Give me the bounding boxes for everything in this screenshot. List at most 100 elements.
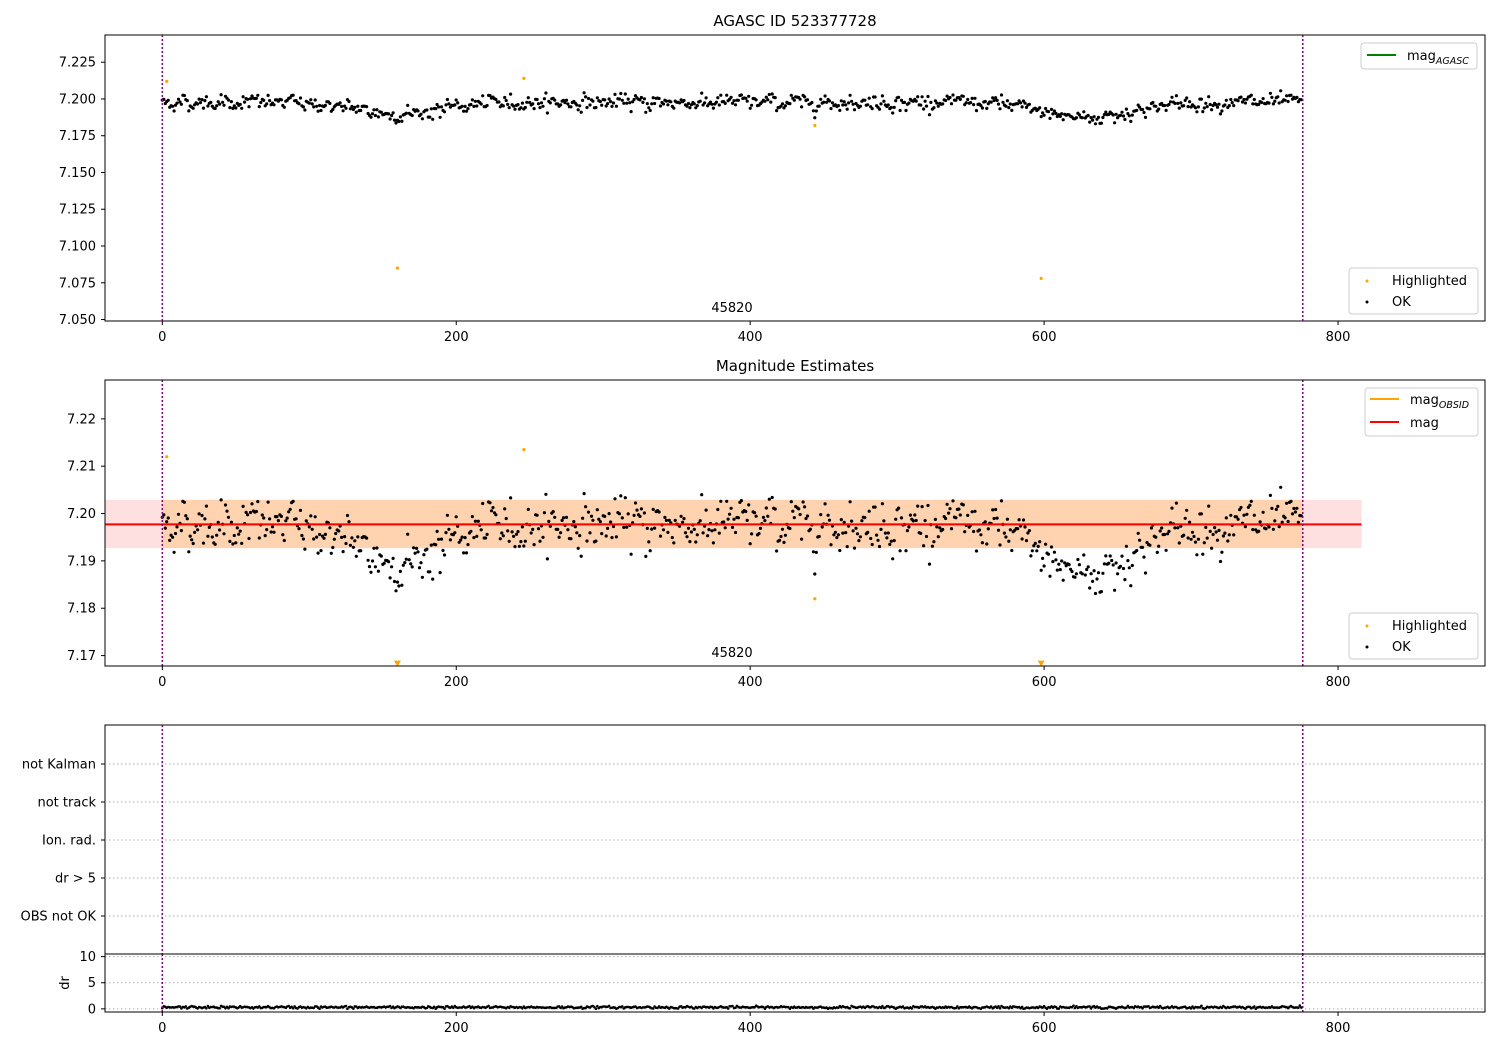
ok-point [1232, 533, 1236, 537]
ok-point [348, 543, 352, 547]
ok-point [1186, 536, 1190, 540]
ok-point [412, 546, 416, 550]
ok-point [783, 104, 788, 108]
ok-point [1118, 564, 1123, 568]
ok-point [996, 528, 1001, 532]
ok-point [1148, 107, 1152, 111]
ok-point [447, 102, 451, 106]
ok-point [914, 518, 918, 523]
ok-point [529, 531, 533, 535]
ok-point [341, 550, 345, 554]
ok-point [733, 530, 738, 535]
ok-point [979, 104, 983, 108]
ok-point [1077, 113, 1081, 117]
ok-point [176, 97, 181, 101]
ok-point [416, 550, 420, 554]
ok-point [1290, 512, 1295, 516]
ok-point [933, 517, 938, 522]
ok-point [845, 107, 849, 111]
ok-point [301, 105, 305, 109]
ok-point [1135, 548, 1139, 553]
x-tick-label: 0 [158, 330, 166, 345]
ok-point [1279, 89, 1283, 93]
x-tick-label: 400 [738, 1021, 763, 1036]
ok-point [1157, 107, 1161, 111]
ok-point [638, 98, 642, 102]
ok-point [1054, 558, 1058, 562]
ok-point [1130, 563, 1134, 568]
ok-point [827, 99, 832, 103]
ok-point [1121, 114, 1126, 118]
ok-point [1057, 562, 1061, 566]
highlighted-point [522, 448, 526, 452]
ok-point [1276, 504, 1280, 508]
ok-point [182, 500, 186, 504]
ok-point [406, 103, 410, 107]
ok-point [315, 535, 319, 539]
ok-point [1268, 493, 1272, 497]
dr-point [621, 1005, 624, 1008]
ok-point [789, 500, 793, 504]
ok-point [163, 526, 167, 530]
ok-point [303, 108, 307, 112]
ok-point [722, 520, 726, 524]
ok-point [658, 104, 663, 108]
ok-point [885, 536, 889, 540]
ok-point [1089, 572, 1093, 576]
ok-point [1107, 561, 1111, 565]
ok-point [196, 102, 200, 106]
y-tick-label: 7.21 [67, 460, 96, 475]
y-tick-label: 7.150 [59, 166, 96, 181]
ok-point [316, 109, 320, 113]
ok-point [1096, 571, 1101, 575]
ok-point [347, 99, 351, 104]
ok-point [1295, 506, 1299, 510]
ok-point [462, 551, 466, 555]
ok-point [1296, 520, 1300, 524]
ok-point [401, 563, 405, 567]
ok-point [456, 101, 460, 105]
ok-point [869, 536, 873, 541]
ok-point [498, 537, 502, 541]
ok-point [716, 96, 720, 100]
ok-point [704, 96, 708, 100]
ok-point [1029, 554, 1033, 558]
ok-point [1211, 532, 1215, 537]
ok-point [1021, 518, 1026, 522]
ok-point [695, 533, 699, 537]
ok-point [238, 102, 242, 106]
ok-point [282, 105, 286, 109]
ok-point [185, 99, 189, 103]
ok-point [1280, 520, 1284, 524]
ok-point [1154, 535, 1158, 539]
ok-point [1126, 559, 1130, 563]
ok-point [898, 549, 902, 553]
x-tick-label: 800 [1326, 330, 1351, 345]
ok-point [875, 533, 879, 537]
ok-point [1208, 102, 1212, 107]
ok-point [438, 115, 442, 119]
ok-point [1048, 574, 1052, 578]
ok-point [836, 533, 841, 537]
ok-point [538, 539, 542, 543]
ok-point [611, 101, 616, 105]
ok-point [488, 94, 492, 98]
ok-point [1129, 584, 1133, 588]
ok-point [863, 516, 867, 520]
ok-point [945, 502, 949, 506]
dr-point [1088, 1005, 1091, 1008]
ok-point [919, 531, 923, 536]
ok-point [294, 517, 298, 521]
dr-point [487, 1004, 490, 1008]
x-tick-label: 600 [1032, 675, 1057, 690]
ok-point [435, 529, 439, 534]
ok-point [1113, 121, 1117, 125]
ok-point [897, 506, 901, 510]
highlighted-point [395, 266, 400, 270]
ok-point [892, 105, 896, 109]
ok-point [1058, 568, 1062, 572]
ok-point [973, 96, 977, 100]
ok-point [829, 107, 833, 111]
ok-point [444, 531, 448, 535]
ok-point [800, 537, 804, 541]
